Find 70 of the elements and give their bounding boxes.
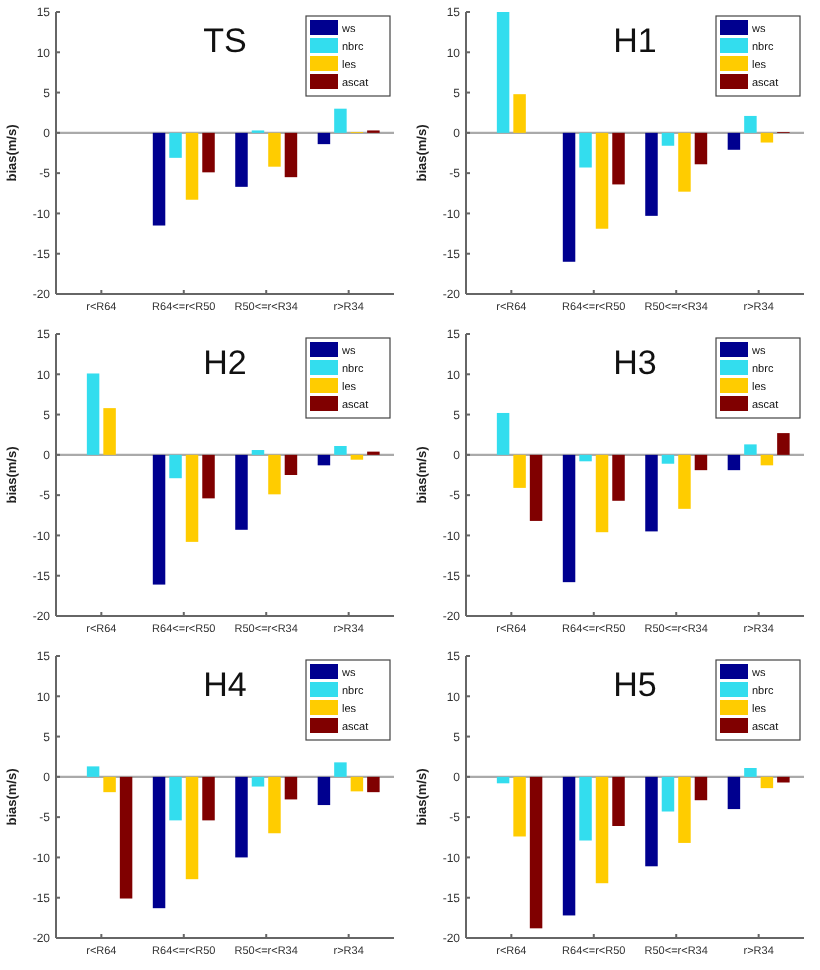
chart-title: H3 [613,344,657,382]
bar [645,454,658,532]
bar [744,115,757,133]
bar [678,454,691,509]
bar [103,408,116,455]
chart-title: H1 [613,22,657,60]
bar [152,454,166,585]
bar [86,766,100,777]
bar [513,94,526,133]
bar [694,132,708,165]
bar [612,454,625,501]
bar [284,132,298,178]
bar [202,132,215,173]
bar [760,132,774,143]
bar [284,454,298,475]
bar [235,776,248,858]
bar [334,108,347,133]
bar [645,132,658,216]
bar [317,454,331,466]
bar [185,132,199,200]
bar [744,444,757,455]
bar [86,373,100,455]
bar [562,132,576,262]
bar [595,454,609,533]
bar [334,445,347,455]
bar [268,776,281,834]
bar [235,454,248,530]
bar [661,454,675,464]
bar [529,454,543,521]
bar [169,132,182,158]
bar [350,776,364,792]
bar [284,776,298,800]
bar [268,132,281,167]
bar [103,776,116,793]
bar [694,454,708,471]
bar [152,776,166,909]
chart-title: H2 [203,344,247,382]
chart-title: H4 [203,666,247,704]
bar [562,454,576,583]
bar [678,132,691,192]
bar [185,776,199,880]
bar [496,412,510,455]
bar [760,454,774,466]
bar [235,132,248,187]
bar [661,132,675,146]
bar [169,454,182,479]
chart-title: H5 [613,666,657,704]
bar [202,454,215,499]
bar [350,454,364,460]
bar [579,454,592,462]
bar [119,776,133,899]
bar [185,454,199,542]
bar [152,132,166,226]
bar [169,776,182,821]
bar [513,454,526,488]
bar [727,132,741,150]
bar [317,132,331,145]
bar [268,454,281,495]
bar [251,776,265,787]
bar [579,132,592,168]
bar [367,776,380,793]
bar [727,454,741,471]
bar [202,776,215,821]
bar [317,776,331,806]
bar [777,433,790,455]
bar [334,762,347,777]
bar [595,132,609,229]
chart-title: TS [203,22,247,60]
bar [612,132,625,185]
bar [496,12,510,133]
